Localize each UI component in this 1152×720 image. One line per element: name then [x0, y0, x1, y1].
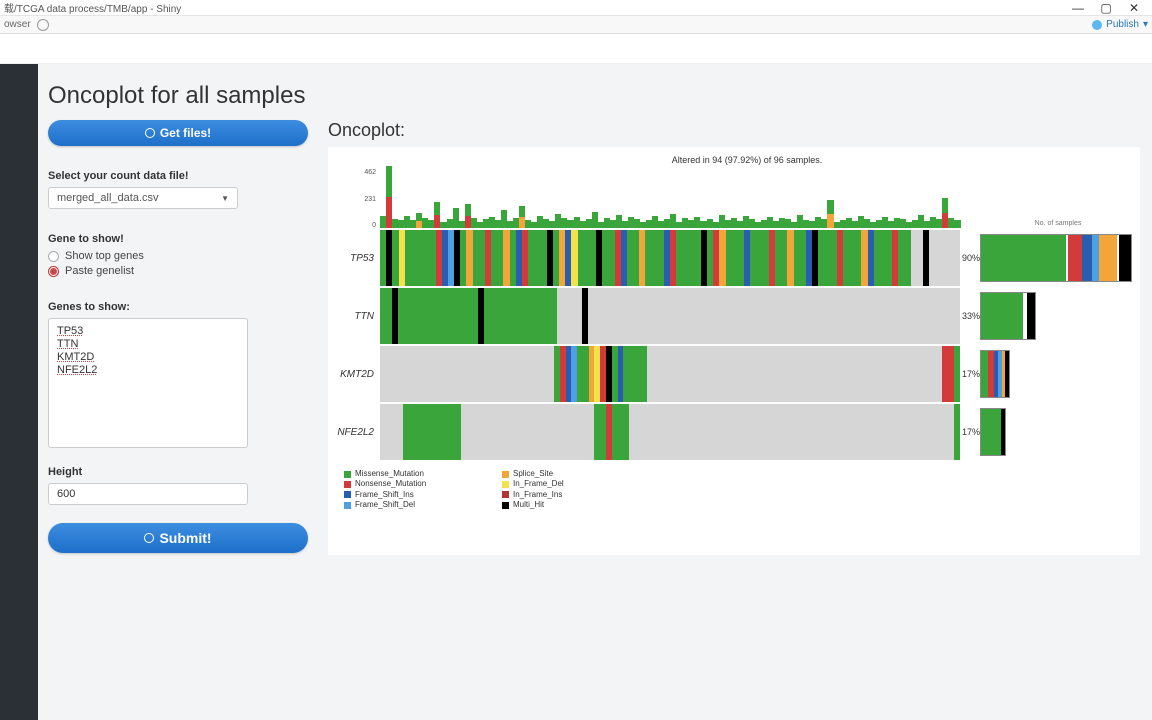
sidebar-stacked [980, 287, 1136, 345]
spinner-icon [144, 533, 154, 543]
genelist-textarea[interactable]: TP53TTNKMT2DNFE2L2 [48, 318, 248, 448]
plot-title: Oncoplot: [328, 120, 1140, 141]
legend-item: Nonsense_Mutation [344, 479, 494, 489]
select-file-label: Select your count data file! [48, 170, 308, 182]
sidebar-stacked [980, 229, 1136, 287]
chevron-down-icon: ▾ [1143, 19, 1148, 30]
radio-icon [48, 251, 59, 262]
gene-pct-label: 17% [960, 345, 980, 403]
publish-label: Publish [1106, 19, 1139, 30]
legend-swatch [502, 502, 509, 509]
legend-swatch [502, 471, 509, 478]
legend-swatch [344, 471, 351, 478]
radio-paste-genelist[interactable]: Paste genelist [48, 265, 308, 277]
publish-icon [1092, 20, 1102, 30]
browser-label: owser [4, 19, 31, 30]
file-select[interactable]: merged_all_data.csv ▼ [48, 187, 238, 209]
legend-item: Frame_Shift_Del [344, 500, 494, 510]
gene-line: TTN [57, 338, 239, 350]
legend-label: Frame_Shift_Ins [355, 490, 414, 500]
legend-label: Missense_Mutation [355, 469, 424, 479]
file-select-value: merged_all_data.csv [57, 192, 159, 204]
get-files-label: Get files! [160, 126, 211, 140]
radio-top-genes[interactable]: Show top genes [48, 250, 308, 262]
legend-item: Multi_Hit [502, 500, 652, 510]
legend-label: Splice_Site [513, 469, 553, 479]
app-header-blank [0, 34, 1152, 64]
publish-button[interactable]: Publish ▾ [1092, 19, 1148, 30]
genelist-label: Genes to show: [48, 301, 308, 313]
sidebar-header: No. of samples [980, 167, 1136, 229]
legend-item: Missense_Mutation [344, 469, 494, 479]
main-panel: Oncoplot: Altered in 94 (97.92%) of 96 s… [328, 82, 1152, 720]
page-title: Oncoplot for all samples [48, 82, 308, 110]
gene-pct-label: 17% [960, 403, 980, 461]
waterfall-row [380, 287, 960, 345]
refresh-icon[interactable] [37, 19, 49, 31]
legend-item: In_Frame_Ins [502, 490, 652, 500]
legend-swatch [344, 491, 351, 498]
radio-icon-checked [48, 266, 59, 277]
legend-label: In_Frame_Del [513, 479, 564, 489]
gene-row-label: NFE2L2 [334, 403, 380, 461]
oncoplot-card: Altered in 94 (97.92%) of 96 samples. 46… [328, 147, 1140, 555]
legend-swatch [344, 502, 351, 509]
window-title-bar: 载/TCGA data process/TMB/app - Shiny — ▢ … [0, 0, 1152, 16]
sidebar-stacked [980, 403, 1136, 461]
legend-label: In_Frame_Ins [513, 490, 562, 500]
radio-top-label: Show top genes [65, 250, 144, 262]
chevron-down-icon: ▼ [221, 194, 229, 203]
legend-label: Nonsense_Mutation [355, 479, 426, 489]
height-label: Height [48, 466, 308, 478]
legend-item: Splice_Site [502, 469, 652, 479]
waterfall-cell [954, 404, 960, 460]
submit-button[interactable]: Submit! [48, 523, 308, 553]
sidebar-panel: Oncoplot for all samples Get files! Sele… [48, 82, 308, 720]
app-left-strip [0, 64, 38, 720]
app-toolbar: owser Publish ▾ [0, 16, 1152, 34]
topbar-y-axis: 4622310 [334, 167, 380, 229]
legend-item: Frame_Shift_Ins [344, 490, 494, 500]
waterfall-row [380, 403, 960, 461]
gene-row-label: TP53 [334, 229, 380, 287]
waterfall-row [380, 229, 960, 287]
legend-swatch [502, 491, 509, 498]
gene-line: TP53 [57, 325, 239, 337]
get-files-button[interactable]: Get files! [48, 120, 308, 146]
maximize-icon[interactable]: ▢ [1092, 1, 1120, 15]
waterfall-row [380, 345, 960, 403]
legend-swatch [344, 481, 351, 488]
gene-row-label: TTN [334, 287, 380, 345]
gene-pct-label: 33% [960, 287, 980, 345]
legend-label: Multi_Hit [513, 500, 544, 510]
spinner-icon [145, 128, 155, 138]
window-title: 载/TCGA data process/TMB/app - Shiny [4, 0, 1064, 15]
radio-paste-label: Paste genelist [65, 265, 134, 277]
legend-label: Frame_Shift_Del [355, 500, 415, 510]
legend-swatch [502, 481, 509, 488]
gene-line: KMT2D [57, 351, 239, 363]
minimize-icon[interactable]: — [1064, 1, 1092, 15]
plot-altered-text: Altered in 94 (97.92%) of 96 samples. [334, 155, 1130, 165]
topbar-chart [380, 167, 960, 229]
gene-pct-label: 90% [960, 229, 980, 287]
plot-legend: Missense_Mutation Splice_Site Nonsense_Mut… [334, 469, 1130, 511]
waterfall-cell [954, 346, 960, 402]
gene-mode-label: Gene to show! [48, 233, 308, 245]
gene-row-label: KMT2D [334, 345, 380, 403]
submit-label: Submit! [159, 530, 211, 546]
height-input[interactable] [48, 483, 248, 505]
sidebar-stacked [980, 345, 1136, 403]
close-icon[interactable]: ✕ [1120, 1, 1148, 15]
legend-item: In_Frame_Del [502, 479, 652, 489]
gene-line: NFE2L2 [57, 364, 239, 376]
